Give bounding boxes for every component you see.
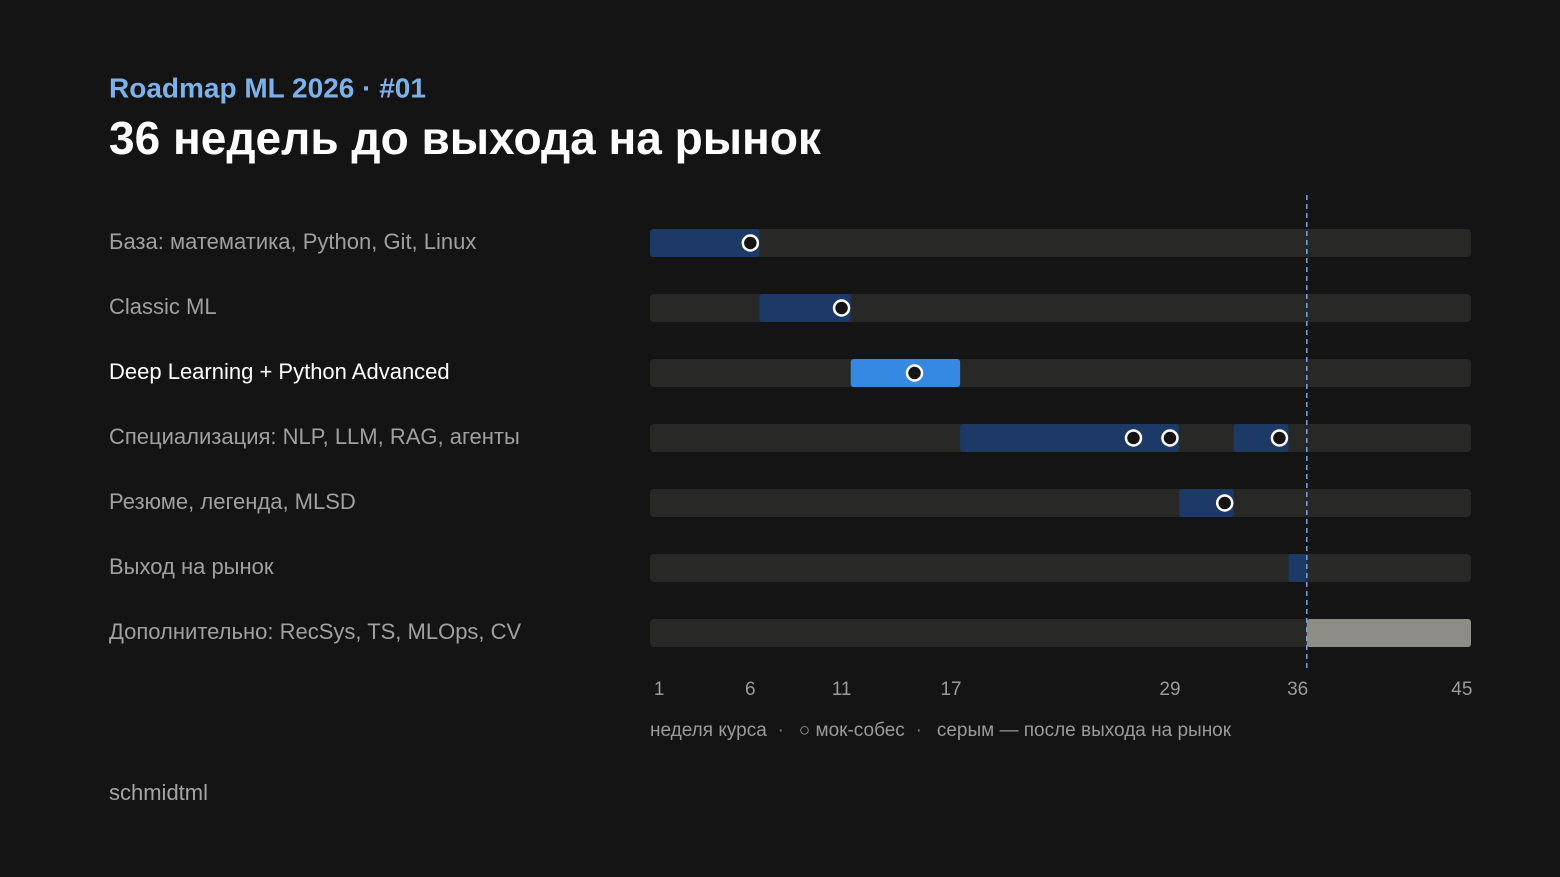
mock-interview xyxy=(1215,494,1234,512)
task-label: Выход на рынок xyxy=(109,554,274,579)
track xyxy=(650,294,1471,322)
track xyxy=(650,619,1471,647)
mock-interview xyxy=(1270,429,1289,447)
subtitle: Roadmap ML 2026 · #01 xyxy=(109,72,426,103)
legend-item: неделя курса xyxy=(650,720,767,741)
task-label: Резюме, легенда, MLSD xyxy=(109,489,356,514)
mock-interview xyxy=(1161,429,1179,447)
legend-item: серым — после выхода на рынок xyxy=(937,720,1232,741)
track xyxy=(650,359,1471,387)
legend-separator: · xyxy=(778,720,784,741)
segment xyxy=(650,229,760,257)
mock-interview xyxy=(741,234,760,252)
mock-interview xyxy=(1124,429,1143,447)
x-tick-label: 17 xyxy=(940,679,961,700)
legend-separator: · xyxy=(916,720,922,741)
x-tick-label: 1 xyxy=(654,679,665,700)
track xyxy=(650,229,1471,257)
legend-item: ○ мок-собес xyxy=(799,720,905,741)
task-label: Deep Learning + Python Advanced xyxy=(109,359,450,384)
track xyxy=(650,489,1471,517)
footer: schmidtml xyxy=(109,780,208,805)
x-tick-label: 45 xyxy=(1451,679,1472,700)
task-label: База: математика, Python, Git, Linux xyxy=(109,229,476,254)
segment xyxy=(759,294,851,322)
x-tick-label: 6 xyxy=(745,679,756,700)
task-label: Специализация: NLP, LLM, RAG, агенты xyxy=(109,424,520,449)
mock-interview xyxy=(832,299,851,317)
x-tick-label: 29 xyxy=(1159,679,1180,700)
segment xyxy=(1306,619,1471,647)
segment xyxy=(1288,554,1307,582)
segment xyxy=(850,359,961,387)
task-label: Classic ML xyxy=(109,294,217,319)
mock-interview xyxy=(905,364,924,382)
chart-title: 36 недель до выхода на рынок xyxy=(109,112,822,164)
x-tick-label: 11 xyxy=(832,679,852,700)
x-tick-label: 36 xyxy=(1287,679,1308,700)
task-label: Дополнительно: RecSys, TS, MLOps, CV xyxy=(109,619,522,644)
segment xyxy=(960,424,1180,452)
track xyxy=(650,554,1471,582)
